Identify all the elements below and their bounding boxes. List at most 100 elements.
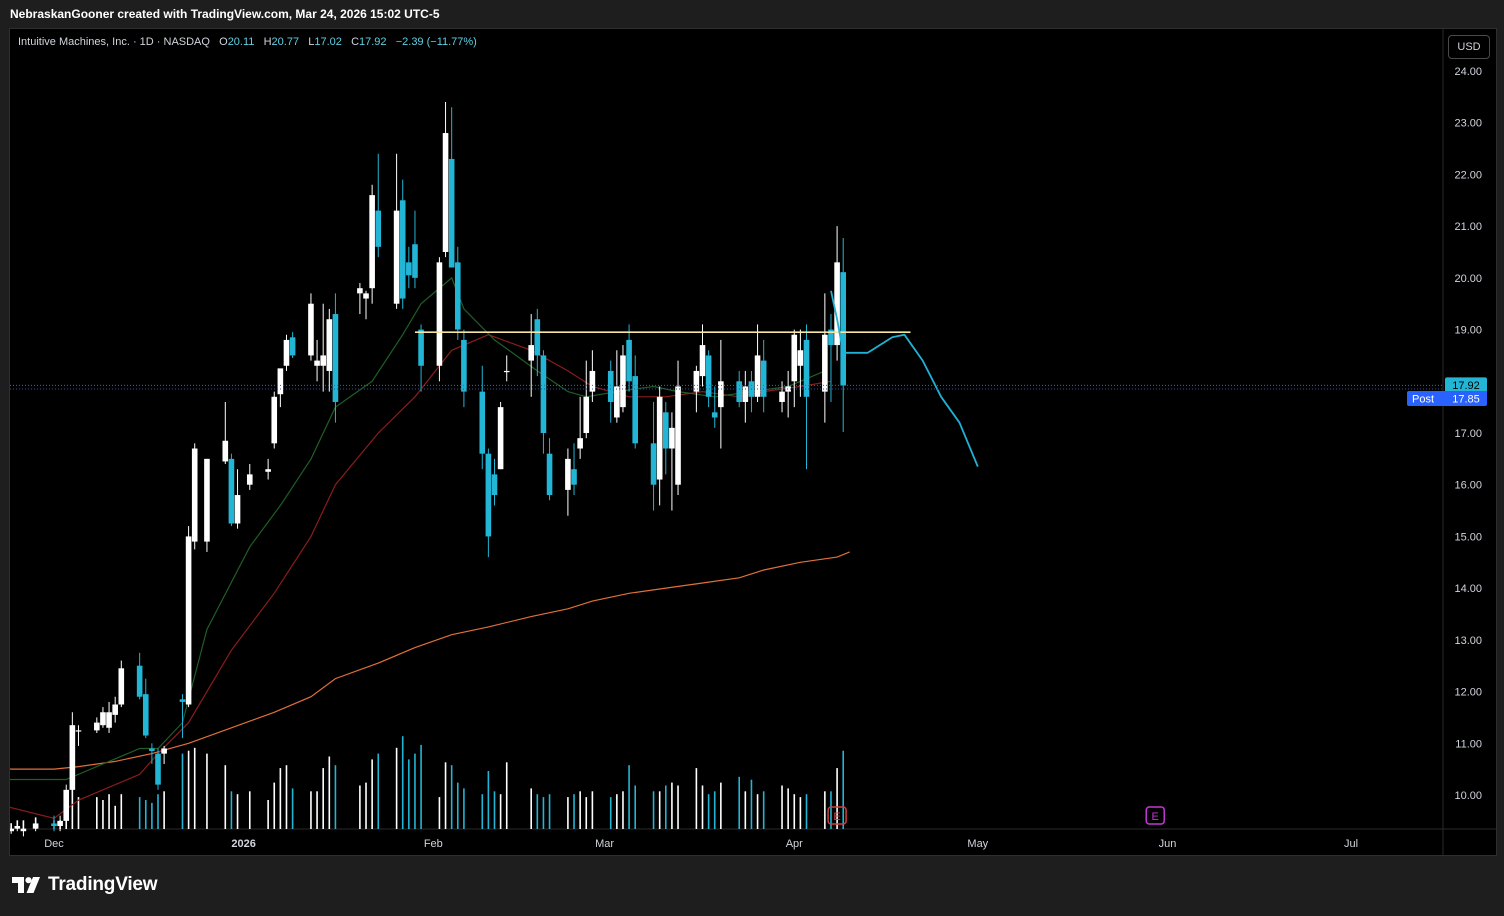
volume-bar <box>781 785 783 829</box>
volume-bar <box>750 779 753 829</box>
candle-body <box>571 469 577 485</box>
candle-body <box>14 826 21 829</box>
candle-body <box>693 370 700 392</box>
footer: TradingView <box>0 860 1504 916</box>
candle-body <box>614 386 620 418</box>
low-label: L <box>308 36 315 48</box>
earnings-marker-icon[interactable] <box>827 806 847 825</box>
volume-bar <box>395 747 398 829</box>
volume-bar <box>438 797 441 829</box>
volume-bar <box>371 759 373 829</box>
low-value: 17.02 <box>314 36 342 48</box>
candle-body <box>191 448 198 542</box>
candle-body <box>779 391 785 402</box>
candle-body <box>497 407 504 470</box>
volume-bar <box>230 791 233 829</box>
change-value: −2.39 (−11.77%) <box>395 36 477 48</box>
volume-bar <box>22 820 25 829</box>
candle-body <box>100 712 106 726</box>
volume-bar <box>450 765 453 829</box>
volume-bar <box>157 794 159 829</box>
y-tick-label: 16.00 <box>1454 480 1482 492</box>
candle-body <box>822 334 828 392</box>
price-chart[interactable]: 10.00 11.00 12.00 13.00 14.00 15.00 16.00 17.00… <box>10 29 1496 855</box>
volume-bar <box>456 782 459 829</box>
volume-bar <box>548 794 551 829</box>
volume-bar <box>267 800 269 829</box>
volume-bar <box>71 785 74 829</box>
high-label: H <box>263 36 272 48</box>
y-tick-label: 14.00 <box>1454 583 1482 595</box>
y-tick-label: 24.00 <box>1454 66 1482 78</box>
candle-body <box>699 345 706 377</box>
volume-bar <box>291 788 294 829</box>
candle-body <box>589 370 596 392</box>
candle-body <box>51 823 57 827</box>
candle-body <box>106 712 112 728</box>
volume-bar <box>236 794 239 829</box>
chart-frame[interactable]: 10.00 11.00 12.00 13.00 14.00 15.00 16.00 17.00… <box>9 28 1497 856</box>
candle-body <box>656 396 663 480</box>
candle-body <box>412 244 418 278</box>
candle-body <box>265 469 271 472</box>
candle-body <box>620 355 626 408</box>
candle-body <box>791 334 798 382</box>
volume-bar <box>799 797 802 829</box>
candle-body <box>314 360 320 366</box>
candle-body <box>228 458 235 524</box>
candle-body <box>797 350 804 366</box>
candle-body <box>540 355 547 433</box>
candle-body <box>675 386 681 485</box>
y-tick-label: 21.00 <box>1454 221 1482 233</box>
earnings-marker-icon[interactable] <box>1145 806 1165 825</box>
candle-body <box>75 730 82 732</box>
volume-bar <box>720 782 722 829</box>
last-price-label: 17.92 <box>1452 380 1480 392</box>
volume-bar <box>677 785 679 829</box>
volume-bar <box>505 762 508 829</box>
volume-bar <box>842 750 845 829</box>
volume-bar <box>322 768 324 829</box>
candle-body <box>112 704 118 715</box>
candle-body <box>363 293 369 299</box>
volume-bar <box>248 791 251 829</box>
y-tick-label: 13.00 <box>1454 635 1482 647</box>
candle-body <box>834 262 840 346</box>
candle-body <box>393 210 400 304</box>
candle-body <box>577 438 583 449</box>
volume-bar <box>793 794 796 829</box>
candle-body <box>308 303 314 356</box>
candle-body <box>754 355 761 397</box>
candle-body <box>650 443 657 485</box>
volume-bar <box>114 805 116 829</box>
candle-body <box>528 345 534 361</box>
volume-bar <box>634 785 637 829</box>
tradingview-logo[interactable]: TradingView <box>12 874 158 896</box>
candle-body <box>785 386 791 392</box>
volume-bar <box>622 791 624 829</box>
candle-body <box>185 536 192 705</box>
volume-bar <box>138 797 141 829</box>
candle-body <box>711 412 718 418</box>
candle-body <box>246 474 253 485</box>
attribution-text: NebraskanGooner created with TradingView… <box>10 7 440 21</box>
volume-bar <box>493 791 496 829</box>
volume-bar <box>463 788 465 829</box>
projection-path[interactable] <box>830 290 979 467</box>
candle-body <box>10 828 14 832</box>
volume-bar <box>713 791 716 829</box>
volume-bar <box>144 800 147 829</box>
volume-bar <box>487 771 490 829</box>
volume-bar <box>585 797 588 829</box>
volume-bar <box>163 791 165 829</box>
candle-body <box>32 823 39 829</box>
currency-button[interactable]: USD <box>1448 35 1490 59</box>
volume-bar <box>573 794 575 829</box>
candle-body <box>436 262 443 366</box>
y-tick-label: 11.00 <box>1455 738 1482 750</box>
volume-bar <box>762 791 765 829</box>
volume-bar <box>481 794 484 829</box>
candle-body <box>69 725 76 790</box>
candle-body <box>142 694 149 736</box>
earnings-marker-label: E <box>833 811 840 823</box>
